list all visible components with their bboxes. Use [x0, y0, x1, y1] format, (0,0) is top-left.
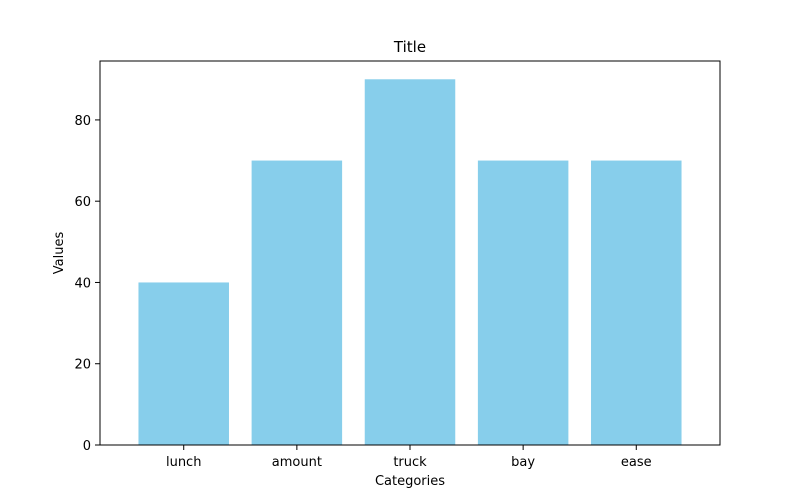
y-tick-label: 20: [74, 358, 91, 373]
y-axis-label: Values: [52, 232, 67, 275]
x-tick-label: ease: [621, 455, 652, 470]
bar-amount: [251, 160, 343, 446]
x-tick-label: amount: [272, 455, 322, 470]
bar-truck: [364, 79, 456, 446]
x-tick-label: truck: [393, 455, 427, 470]
x-tick-label: bay: [511, 455, 535, 470]
y-tick-label: 80: [74, 114, 91, 129]
x-tick-label: lunch: [166, 455, 201, 470]
chart-title: Title: [393, 38, 426, 56]
y-tick-label: 60: [74, 195, 91, 210]
y-axis-ticks: 0 20 40 60 80: [74, 114, 100, 454]
x-axis-ticks: lunch amount truck bay ease: [166, 445, 652, 470]
y-tick-label: 0: [83, 439, 91, 454]
bars-group: [138, 79, 682, 446]
bar-lunch: [138, 282, 229, 445]
bar-ease: [591, 160, 682, 446]
x-axis-label: Categories: [375, 474, 445, 489]
bar-bay: [477, 160, 569, 446]
y-tick-label: 40: [74, 276, 91, 291]
